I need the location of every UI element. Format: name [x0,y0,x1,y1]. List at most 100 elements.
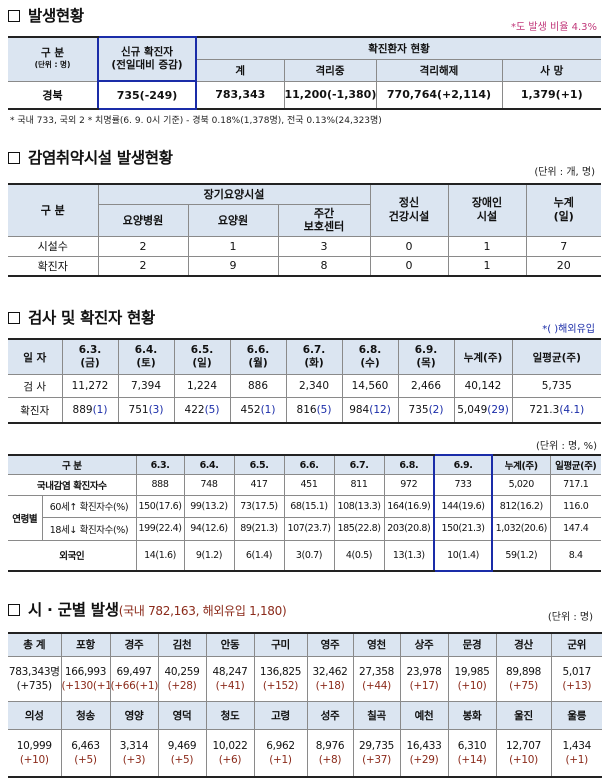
header-total: 총 계 [8,632,62,657]
cell: 6,463 (+5) [61,729,111,778]
header-new-label: 신규 확진자 [121,46,173,58]
cell: 8,976 (+8) [307,729,354,778]
cumulative: 8,976 [315,739,345,752]
cell: 717.1 [549,474,601,496]
header-region: 영양 [109,700,159,730]
cell: 27,358 (+44) [352,655,401,702]
unit-note: (단위 : 명, %) [536,441,597,452]
change: (+6) [218,753,242,766]
header-region: 김천 [157,632,207,657]
cell: 816(5) [286,397,343,425]
count: 5,049 [457,404,488,417]
title-text: 검사 및 확진자 현황 [28,309,155,327]
header-region: 청도 [205,700,255,730]
cell: 89,898 (+75) [495,655,552,702]
checkbox-square-icon [8,312,20,324]
cell: 811 [333,474,385,496]
cell: 1 [448,256,527,277]
header-division: 구 분 [8,454,137,475]
cell: 735(2) [398,397,455,425]
date: 6.6. [246,344,270,357]
region-value-row: 10,999 (+10) 6,463 (+5) 3,314 (+3) 9,469 (+5… [8,729,602,778]
cell: 2,466 [397,374,455,399]
cell: 14,560 [341,374,399,399]
row-label-gyeongbuk: 경북 [8,81,99,110]
cumulative: 5,017 [562,665,592,678]
cell: 451 [283,474,335,496]
cell: 166,993(+130(+1) [60,655,111,702]
cumulative: 12,707 [506,739,541,752]
value-total: 783,343 [196,81,285,110]
title-text: 시 · 군별 발생 [28,601,119,619]
header-cumulative: 누계(주) [491,454,551,475]
domestic-table: 구 분 6.3. 6.4. 6.5. 6.6. 6.7. 6.8. 6.9. 누… [8,454,601,572]
header-region: 문경 [447,632,497,657]
header-new-sub-label: (전일대비 증감) [111,59,183,71]
row-label-age: 연령별 [8,495,43,541]
header-date-cell: 6.9. (목) [397,338,455,376]
cell-highlight: 733 [433,474,493,496]
cell: 6,310 (+14) [448,729,497,778]
change: (+1) [565,753,589,766]
header-date-cell: 6.4. (토) [117,338,175,376]
header-region: 울진 [495,700,552,730]
header-region: 구미 [253,632,308,657]
cumulative: 6,962 [266,739,295,752]
region-name-row: 의성 청송 영양 영덕 청도 고령 성주 칠곡 예천 봉화 울진 울릉 [8,700,602,730]
cumulative: 23,978 [406,665,442,678]
header-disabled-line2: 시설 [476,210,498,224]
row-label-confirmed: 확진자 [8,256,99,277]
cell: 68(15.1) [283,494,335,519]
cell: 19,985 (+10) [447,655,497,702]
row-label-tests: 검 사 [8,374,63,399]
change: (+66(+1) [110,679,158,692]
cumulative: 10,999 [16,739,52,752]
cumulative: 19,985 [454,665,490,678]
overseas: (1) [260,404,276,417]
header-date-cell: 6.8. (수) [341,338,399,376]
header-date: 6.8. [383,454,435,475]
header-daycare-line2: 보호센터 [303,220,345,233]
cell: 23,978 (+17) [399,655,449,702]
cell: 20 [526,256,601,277]
cell: 69,497 (+66(+1) [109,655,159,702]
header-region: 청송 [60,700,111,730]
cell: 12,707 (+10) [496,729,552,778]
header-region: 안동 [205,632,255,657]
header-date: 6.5. [233,454,285,475]
count: 889 [72,404,93,417]
header-date: 일 자 [8,338,63,376]
header-region: 영주 [306,632,354,657]
header-region: 경산 [495,632,552,657]
title-text: 발생현황 [28,7,84,25]
cell: 16,433 (+29) [400,729,449,778]
cumulative: 48,247 [212,665,248,678]
header-date-highlight: 6.9. [433,454,493,475]
header-date-cell: 6.6. (월) [229,338,287,376]
header-region: 예천 [399,700,449,730]
change: (+41) [215,679,245,692]
cumulative: 40,259 [164,665,200,678]
change: (+130(+1) [61,679,109,692]
overseas: (29) [487,404,509,417]
cell-highlight: 10(1.4) [433,540,493,572]
overseas: (3) [148,404,164,417]
cell: 94(12.6) [183,517,235,541]
date-header-row: 일 자 6.3. (금) 6.4. (토) 6.5. (일) 6.6. (월) 6.7.… [8,338,601,376]
row-label-confirmed: 확진자 [8,397,63,425]
cumulative: 6,463 [71,739,100,752]
header-date: 6.7. [333,454,385,475]
title-sub-text: (국내 782,163, 해외유입 1,180) [118,604,287,618]
cumulative: 1,434 [562,739,592,752]
header-date: 6.6. [283,454,335,475]
header-unit-label: (단위 : 명) [34,60,71,70]
section-title-tests: 검사 및 확진자 현황 [8,306,155,328]
row-label-foreigners: 외국인 [8,540,137,572]
section-title-occurrence: 발생현황 [8,4,84,26]
row-sub-label: 확진자수(%) [79,502,129,514]
header-new-cases: 신규 확진자 (전일대비 증감) [97,36,197,82]
cumulative: 29,735 [359,739,394,752]
cell: 10,022 (+6) [206,729,255,778]
date: 6.5. [190,344,214,357]
weekday: (목) [416,357,436,370]
